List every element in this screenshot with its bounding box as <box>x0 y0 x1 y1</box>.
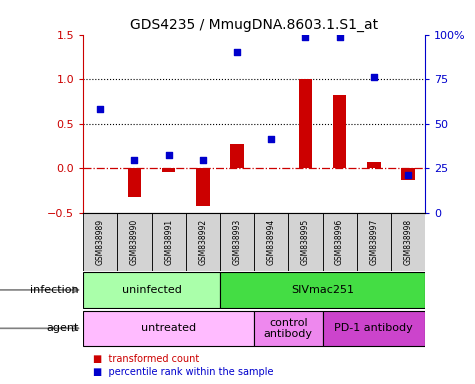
Point <box>302 34 309 40</box>
Bar <box>230 144 244 169</box>
Text: control
antibody: control antibody <box>264 318 313 339</box>
Point <box>336 34 343 40</box>
Bar <box>367 162 380 169</box>
Text: GSM838989: GSM838989 <box>96 219 104 265</box>
Bar <box>254 213 288 271</box>
Bar <box>220 272 425 308</box>
Point <box>165 152 172 158</box>
Text: SIVmac251: SIVmac251 <box>291 285 354 295</box>
Point <box>370 73 378 79</box>
Bar <box>254 311 323 346</box>
Point <box>267 136 275 142</box>
Text: GSM838993: GSM838993 <box>233 219 241 265</box>
Bar <box>288 213 323 271</box>
Bar <box>83 311 254 346</box>
Bar <box>83 272 220 308</box>
Title: GDS4235 / MmugDNA.8603.1.S1_at: GDS4235 / MmugDNA.8603.1.S1_at <box>130 18 378 32</box>
Bar <box>128 169 141 197</box>
Bar <box>357 213 391 271</box>
Bar <box>299 79 312 169</box>
Text: ■  percentile rank within the sample: ■ percentile rank within the sample <box>93 367 273 377</box>
Point <box>131 157 138 163</box>
Bar <box>162 169 175 172</box>
Bar <box>186 213 220 271</box>
Text: GSM838991: GSM838991 <box>164 219 173 265</box>
Text: uninfected: uninfected <box>122 285 181 295</box>
Point <box>199 157 207 163</box>
Bar <box>391 213 425 271</box>
Bar <box>83 213 117 271</box>
Text: GSM838994: GSM838994 <box>267 219 276 265</box>
Point <box>404 172 412 178</box>
Bar <box>323 213 357 271</box>
Bar <box>117 213 152 271</box>
Text: agent: agent <box>46 323 78 333</box>
Bar <box>220 213 254 271</box>
Text: GSM838996: GSM838996 <box>335 219 344 265</box>
Text: GSM838998: GSM838998 <box>404 219 412 265</box>
Point <box>96 106 104 112</box>
Bar <box>333 95 346 169</box>
Text: ■  transformed count: ■ transformed count <box>93 354 199 364</box>
Text: GSM838990: GSM838990 <box>130 219 139 265</box>
Bar <box>323 311 425 346</box>
Bar <box>401 169 415 180</box>
Text: PD-1 antibody: PD-1 antibody <box>334 323 413 333</box>
Text: GSM838995: GSM838995 <box>301 219 310 265</box>
Text: infection: infection <box>30 285 78 295</box>
Bar <box>152 213 186 271</box>
Text: untreated: untreated <box>141 323 196 333</box>
Text: GSM838997: GSM838997 <box>370 219 378 265</box>
Bar <box>196 169 209 206</box>
Text: GSM838992: GSM838992 <box>199 219 207 265</box>
Point <box>233 50 241 56</box>
